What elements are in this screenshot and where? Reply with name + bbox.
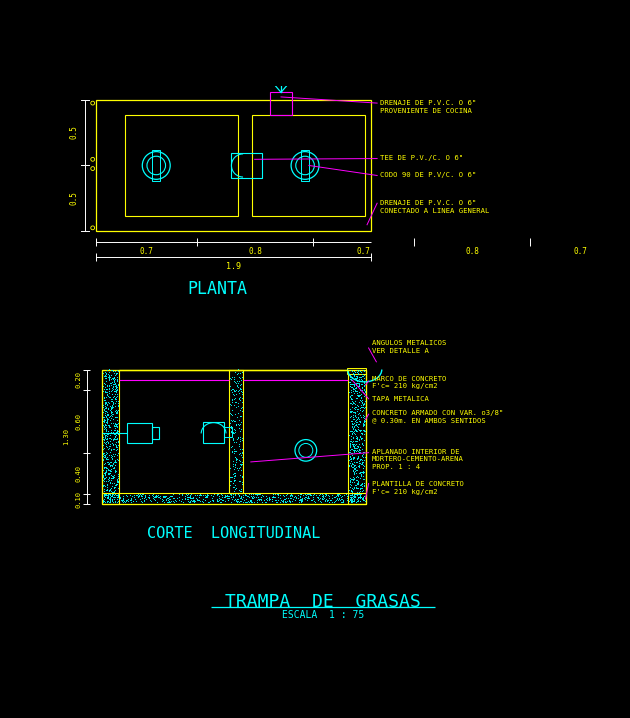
Text: ANGULOS METALICOS
VER DETALLE A: ANGULOS METALICOS VER DETALLE A — [372, 340, 446, 354]
Bar — [152, 150, 160, 181]
Bar — [203, 422, 224, 444]
Text: 0.10: 0.10 — [75, 491, 81, 508]
Bar — [301, 150, 309, 181]
Text: 0.60: 0.60 — [75, 413, 81, 430]
Text: 1.9: 1.9 — [226, 263, 241, 271]
Bar — [125, 116, 238, 215]
Bar — [224, 426, 232, 437]
Text: CODO 90 DE P.V/C. O 6": CODO 90 DE P.V/C. O 6" — [381, 172, 476, 178]
Text: 0.40: 0.40 — [75, 465, 81, 482]
Text: 0.8: 0.8 — [248, 247, 262, 256]
Bar — [270, 93, 292, 116]
Text: PLANTILLA DE CONCRETO
F'c= 210 kg/cm2: PLANTILLA DE CONCRETO F'c= 210 kg/cm2 — [372, 481, 464, 495]
Bar — [347, 368, 365, 374]
Text: TRAMPA  DE  GRASAS: TRAMPA DE GRASAS — [225, 593, 421, 611]
Text: DRENAJE DE P.V.C. O 6"
PROVENIENTE DE COCINA: DRENAJE DE P.V.C. O 6" PROVENIENTE DE CO… — [381, 100, 476, 114]
Bar — [348, 370, 365, 504]
Text: TAPA METALICA: TAPA METALICA — [372, 396, 428, 403]
Text: 0.7: 0.7 — [357, 247, 370, 256]
Text: 0.7: 0.7 — [574, 247, 588, 256]
Text: 1.30: 1.30 — [62, 429, 69, 445]
Bar — [231, 153, 263, 178]
Text: ESCALA  1 : 75: ESCALA 1 : 75 — [282, 610, 364, 620]
Text: 0.7: 0.7 — [139, 247, 154, 256]
Text: 0.8: 0.8 — [466, 247, 479, 256]
Text: PLANTA: PLANTA — [188, 280, 248, 298]
Bar — [152, 427, 159, 439]
Text: CONCRETO ARMADO CON VAR. o3/8"
@ 0.30m. EN AMBOS SENTIDOS: CONCRETO ARMADO CON VAR. o3/8" @ 0.30m. … — [372, 409, 503, 423]
Text: APLANADO INTERIOR DE
MORTERO-CEMENTO-ARENA
PROP. 1 : 4: APLANADO INTERIOR DE MORTERO-CEMENTO-ARE… — [372, 449, 464, 470]
Text: 0.5: 0.5 — [70, 126, 79, 139]
Bar — [96, 100, 371, 231]
Text: 0.20: 0.20 — [75, 371, 81, 388]
Text: 0.5: 0.5 — [70, 191, 79, 205]
Bar — [229, 370, 243, 493]
Text: CORTE  LONGITUDINAL: CORTE LONGITUDINAL — [147, 526, 321, 541]
Text: TEE DE P.V./C. O 6": TEE DE P.V./C. O 6" — [381, 156, 463, 162]
Text: MARCO DE CONCRETO
F'c= 210 kg/cm2: MARCO DE CONCRETO F'c= 210 kg/cm2 — [372, 376, 446, 389]
Text: DRENAJE DE P.V.C. O 6"
CONECTADO A LINEA GENERAL: DRENAJE DE P.V.C. O 6" CONECTADO A LINEA… — [381, 200, 490, 214]
Bar — [102, 370, 119, 504]
Bar — [127, 424, 152, 443]
Bar — [102, 370, 365, 504]
Bar — [253, 116, 365, 215]
